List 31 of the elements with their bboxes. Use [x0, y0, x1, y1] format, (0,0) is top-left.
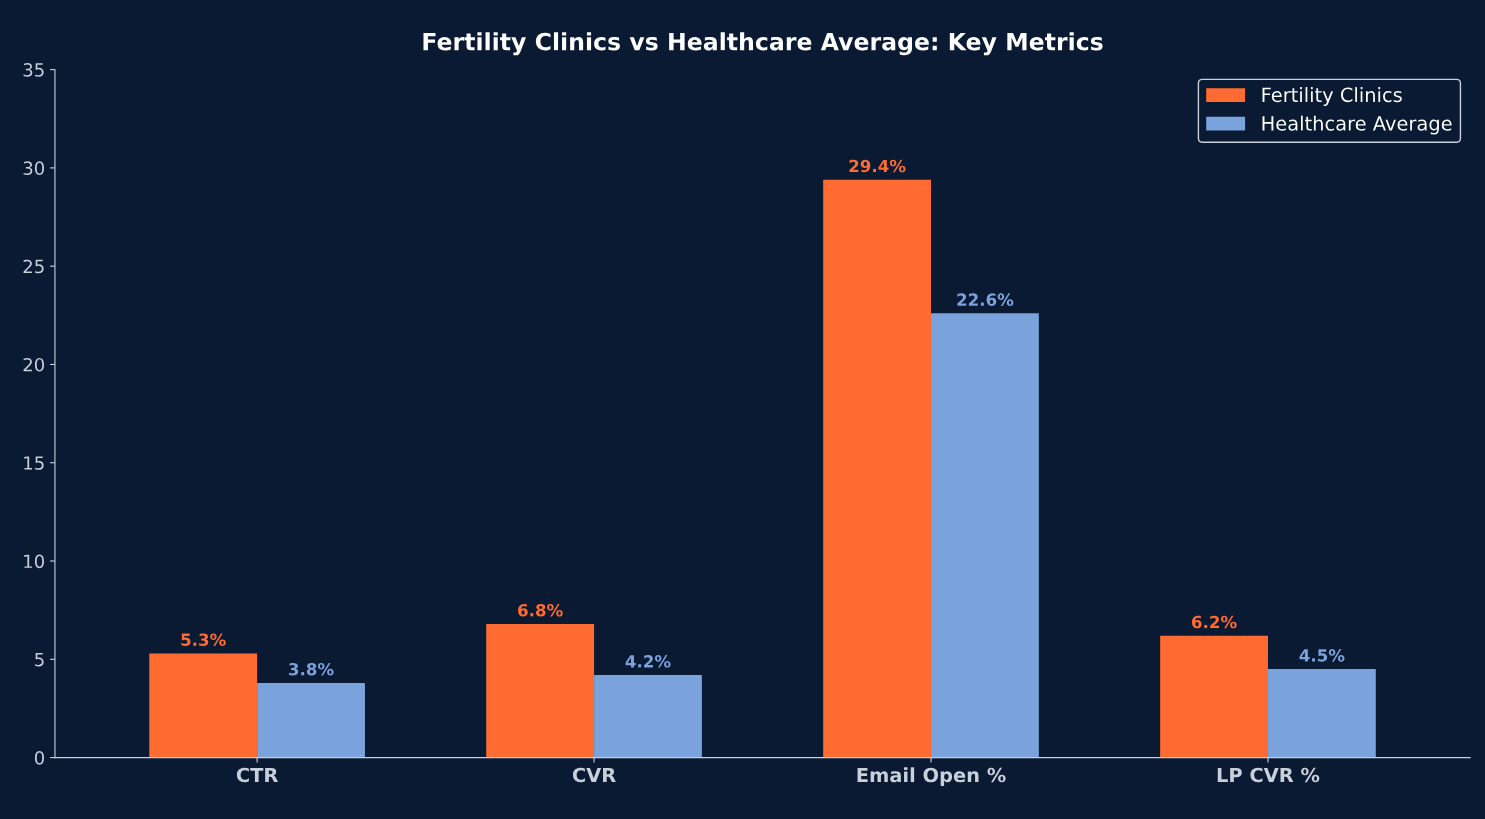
bar [1160, 635, 1268, 758]
bar [931, 313, 1039, 758]
data-label: 4.2% [625, 655, 671, 668]
x-tick-label: Email Open % [857, 767, 1006, 787]
x-tick-label: CTR [236, 767, 278, 783]
bar [823, 179, 932, 758]
x-tick-label: LP CVR % [1217, 767, 1320, 783]
y-tick-label: 15 [24, 456, 44, 470]
y-tick-label: 5 [35, 652, 44, 667]
data-label: 29.4% [849, 159, 906, 173]
y-tick-label: 10 [24, 554, 45, 569]
bar [257, 682, 365, 758]
bar [486, 623, 595, 758]
bar [594, 675, 702, 758]
bar [1267, 669, 1376, 758]
legend-label: Healthcare Average [1262, 115, 1452, 135]
data-label: 5.3% [181, 633, 226, 646]
y-tick-label: 25 [23, 259, 44, 274]
y-tick-label: 35 [23, 63, 44, 77]
chart-title: Fertility Clinics vs Healthcare Average: Key Metrics [423, 32, 1103, 56]
y-tick-label: 20 [23, 357, 45, 372]
y-tick-label: 30 [23, 161, 45, 176]
data-label: 22.6% [957, 293, 1014, 306]
y-tick-label: 0 [34, 751, 45, 765]
data-label: 4.5% [1299, 649, 1345, 662]
x-tick-label: CVR [572, 767, 616, 783]
legend-label: Fertility Clinics [1262, 87, 1402, 106]
data-label: 6.8% [518, 603, 563, 617]
data-label: 6.2% [1191, 615, 1237, 629]
data-label: 3.8% [289, 662, 334, 676]
bar [149, 653, 258, 758]
